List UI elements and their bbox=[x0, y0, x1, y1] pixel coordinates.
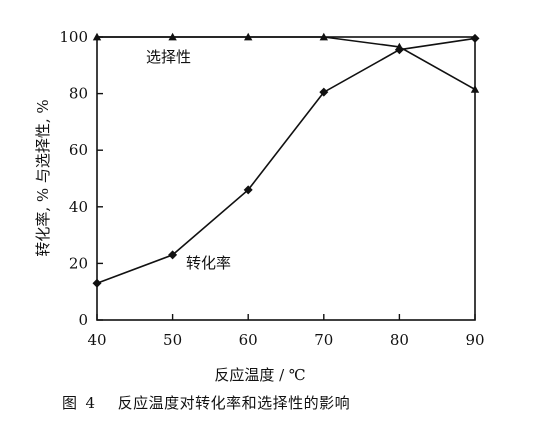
data-point-conversion bbox=[92, 278, 102, 288]
y-tick-label: 80 bbox=[69, 85, 88, 103]
data-point-conversion bbox=[319, 87, 329, 97]
y-tick-label: 0 bbox=[78, 311, 88, 329]
data-point-selectivity bbox=[470, 85, 480, 93]
x-axis-ticks: 40 50 60 70 80 90 bbox=[87, 314, 485, 349]
series-selectivity bbox=[92, 32, 480, 93]
series-line-selectivity bbox=[97, 36, 476, 91]
data-point-selectivity bbox=[319, 32, 328, 41]
y-tick-label: 100 bbox=[59, 28, 88, 46]
plot-border bbox=[96, 36, 476, 321]
y-tick-label: 20 bbox=[69, 254, 88, 272]
series-label-selectivity: 选择性 bbox=[146, 48, 191, 66]
data-point-selectivity bbox=[244, 32, 253, 41]
y-tick-label: 60 bbox=[69, 141, 88, 159]
data-point-selectivity bbox=[168, 32, 177, 41]
x-tick-label: 40 bbox=[87, 331, 106, 349]
x-axis-title: 反应温度 / ℃ bbox=[214, 366, 305, 384]
caption-number: 4 bbox=[85, 394, 96, 412]
x-tick-label: 90 bbox=[465, 331, 484, 349]
x-tick-label: 70 bbox=[314, 331, 333, 349]
data-point-conversion bbox=[168, 250, 178, 260]
series-label-conversion: 转化率 bbox=[186, 254, 231, 272]
series-layer bbox=[92, 32, 480, 288]
caption-text: 反应温度对转化率和选择性的影响 bbox=[117, 394, 351, 412]
data-point-conversion bbox=[243, 185, 253, 195]
data-point-conversion bbox=[470, 33, 480, 43]
figure-caption: 图 4 反应温度对转化率和选择性的影响 bbox=[62, 392, 350, 413]
series-line-conversion bbox=[96, 37, 476, 284]
data-point-selectivity bbox=[92, 32, 102, 41]
y-tick-label: 40 bbox=[69, 198, 88, 216]
series-conversion bbox=[92, 33, 480, 288]
x-tick-label: 50 bbox=[163, 331, 182, 349]
data-point-selectivity bbox=[395, 42, 404, 51]
caption-prefix: 图 bbox=[62, 394, 78, 412]
plot-frame bbox=[96, 36, 476, 321]
y-axis-title: 转化率, % 与选择性, % bbox=[34, 99, 52, 256]
x-tick-label: 80 bbox=[390, 331, 409, 349]
x-tick-label: 60 bbox=[239, 331, 258, 349]
